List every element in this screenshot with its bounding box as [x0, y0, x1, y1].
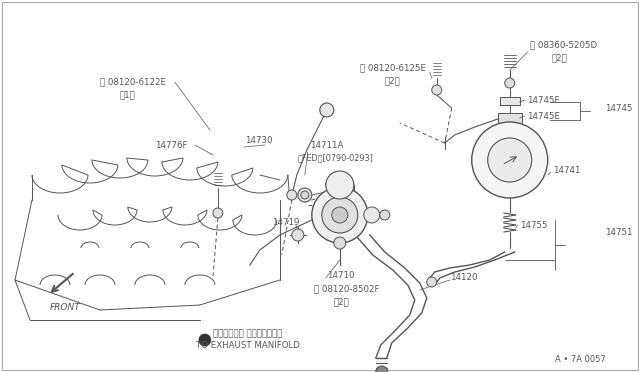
Bar: [500, 97, 520, 105]
Circle shape: [199, 334, 211, 346]
Text: 14710: 14710: [327, 270, 355, 279]
Text: 14745E: 14745E: [527, 112, 560, 121]
Circle shape: [213, 208, 223, 218]
Text: 14745F: 14745F: [527, 96, 559, 105]
Circle shape: [332, 207, 348, 223]
Text: FRONT: FRONT: [49, 304, 81, 312]
Text: 14120: 14120: [450, 273, 477, 282]
Circle shape: [320, 103, 334, 117]
Text: （FED）[0790-0293]: （FED）[0790-0293]: [298, 154, 374, 163]
Text: A • 7A 0057: A • 7A 0057: [555, 356, 605, 365]
Text: 14730: 14730: [245, 135, 273, 144]
Circle shape: [376, 366, 388, 372]
Text: 14755: 14755: [520, 221, 547, 230]
Text: （2）: （2）: [385, 77, 401, 86]
Circle shape: [292, 229, 304, 241]
Circle shape: [334, 237, 346, 249]
Text: 14711A: 14711A: [310, 141, 343, 150]
Text: TO EXHAUST MANIFOLD: TO EXHAUST MANIFOLD: [196, 341, 300, 350]
Text: Ⓑ 08120-6125E: Ⓑ 08120-6125E: [360, 64, 426, 73]
Text: （1）: （1）: [120, 90, 136, 99]
Circle shape: [287, 190, 297, 200]
Text: 14751: 14751: [605, 228, 632, 237]
Text: エキゾースト マニホールドへ: エキゾースト マニホールドへ: [213, 330, 282, 339]
Text: 14745: 14745: [605, 103, 632, 112]
Text: 14719: 14719: [272, 218, 300, 227]
Circle shape: [380, 210, 390, 220]
Circle shape: [505, 78, 515, 88]
Circle shape: [326, 171, 354, 199]
Text: （2）: （2）: [334, 298, 349, 307]
Circle shape: [298, 188, 312, 202]
Circle shape: [312, 187, 368, 243]
Circle shape: [427, 277, 436, 287]
Circle shape: [472, 122, 548, 198]
Text: （2）: （2）: [552, 54, 568, 62]
Circle shape: [322, 197, 358, 233]
Text: Ⓢ 08360-5205D: Ⓢ 08360-5205D: [530, 41, 597, 49]
Text: 14776F: 14776F: [155, 141, 188, 150]
Text: Ⓑ 08120-6122E: Ⓑ 08120-6122E: [100, 77, 166, 87]
Circle shape: [301, 191, 309, 199]
Circle shape: [364, 207, 380, 223]
Circle shape: [488, 138, 532, 182]
Circle shape: [432, 85, 442, 95]
Bar: [498, 113, 522, 125]
Text: 14741: 14741: [553, 166, 580, 174]
Text: Ⓑ 08120-8502F: Ⓑ 08120-8502F: [314, 285, 380, 294]
